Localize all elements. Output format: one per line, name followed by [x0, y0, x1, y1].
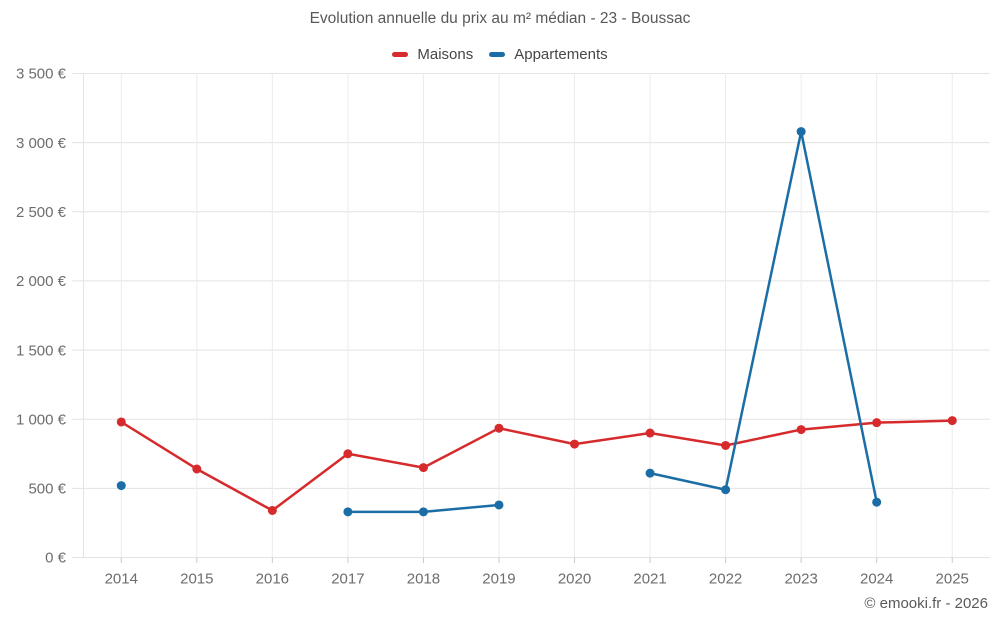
y-tick-label: 2 500 €: [16, 204, 67, 221]
y-tick-label: 500 €: [28, 481, 66, 498]
chart-title: Evolution annuelle du prix au m² médian …: [309, 10, 691, 27]
point-maisons-2015[interactable]: [192, 464, 202, 474]
x-tick-label-2025: 2025: [936, 571, 969, 588]
point-maisons-2018[interactable]: [418, 463, 428, 473]
y-tick-label: 1 000 €: [16, 411, 67, 428]
point-maisons-2024[interactable]: [872, 418, 882, 428]
point-maisons-2017[interactable]: [343, 449, 353, 459]
x-tick-label-2019: 2019: [482, 571, 515, 588]
point-appartements-2014[interactable]: [116, 481, 126, 491]
x-tick-label-2021: 2021: [633, 571, 666, 588]
y-tick-label: 2 000 €: [16, 273, 67, 290]
x-tick-label-2016: 2016: [256, 571, 289, 588]
x-tick-label-2023: 2023: [784, 571, 817, 588]
series-line-maisons: [120, 419, 954, 512]
y-tick-label: 0 €: [45, 550, 67, 567]
x-tick-label-2017: 2017: [331, 571, 364, 588]
point-appartements-2019[interactable]: [494, 500, 504, 510]
point-appartements-2021[interactable]: [645, 468, 655, 478]
y-tick-label: 1 500 €: [16, 342, 67, 359]
point-maisons-2019[interactable]: [494, 423, 504, 433]
legend-item-maisons[interactable]: Maisons: [392, 46, 473, 63]
point-appartements-2018[interactable]: [418, 507, 428, 517]
point-maisons-2016[interactable]: [267, 505, 277, 515]
maisons-color-swatch-icon: [392, 52, 409, 57]
legend-label-appartements: Appartements: [514, 46, 608, 63]
point-maisons-2014[interactable]: [116, 417, 126, 427]
chart-legend: Maisons Appartements: [0, 46, 1000, 63]
x-tick-label-2020: 2020: [558, 571, 591, 588]
x-tick-label-2024: 2024: [860, 571, 893, 588]
x-tick-label-2022: 2022: [709, 571, 742, 588]
y-tick-label: 3 500 €: [16, 66, 67, 83]
point-maisons-2023[interactable]: [796, 425, 806, 435]
legend-item-appartements[interactable]: Appartements: [489, 46, 608, 63]
point-maisons-2021[interactable]: [645, 428, 655, 438]
point-appartements-2023[interactable]: [796, 127, 806, 137]
point-appartements-2024[interactable]: [872, 497, 882, 507]
appartements-color-swatch-icon: [489, 52, 506, 57]
point-appartements-2017[interactable]: [343, 507, 353, 517]
point-maisons-2020[interactable]: [570, 439, 580, 449]
series-line-appartements: [648, 130, 878, 504]
legend-label-maisons: Maisons: [417, 46, 474, 63]
watermark-text: © emooki.fr - 2026: [864, 595, 988, 612]
x-tick-label-2018: 2018: [407, 571, 440, 588]
point-appartements-2022[interactable]: [721, 485, 731, 495]
point-maisons-2025[interactable]: [947, 416, 957, 426]
y-tick-label: 3 000 €: [16, 135, 67, 152]
point-maisons-2022[interactable]: [721, 440, 731, 450]
x-tick-label-2014: 2014: [105, 571, 138, 588]
x-tick-label-2015: 2015: [180, 571, 213, 588]
